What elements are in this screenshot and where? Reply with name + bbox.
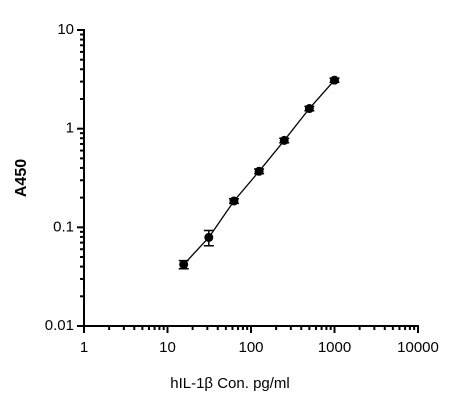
point	[229, 196, 239, 206]
x-tick-label: 10000	[397, 339, 439, 356]
x-tick-label: 1000	[318, 339, 351, 356]
x-tick-label: 1	[80, 339, 88, 356]
x-tick-label: 100	[238, 339, 263, 356]
x-tick-label: 10	[159, 339, 176, 356]
point	[330, 75, 339, 85]
y-axis-label: A450	[13, 159, 30, 197]
y-tick-label: 0.1	[53, 218, 74, 235]
x-axis-label: hIL-1β Con. pg/ml	[170, 375, 290, 392]
point	[179, 260, 189, 270]
point	[254, 166, 264, 176]
point	[204, 232, 214, 242]
point	[279, 135, 289, 145]
y-tick-label: 1	[66, 120, 74, 137]
y-tick-label: 10	[57, 21, 74, 38]
y-tick-label: 0.01	[45, 317, 74, 334]
point	[304, 104, 314, 114]
